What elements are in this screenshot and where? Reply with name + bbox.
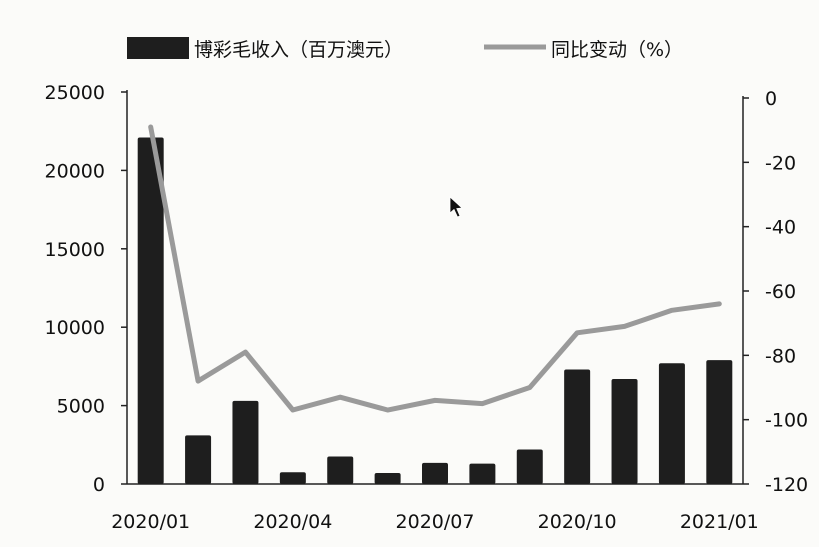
bar-series <box>137 137 733 485</box>
x-axis-ticks: 2020/01 2020/04 2020/07 2020/10 2021/01 <box>111 511 759 533</box>
bar <box>232 400 259 484</box>
legend-line-label: 同比变动（%） <box>551 39 683 61</box>
bar <box>516 449 543 484</box>
x-tick-label: 2020/01 <box>111 511 190 533</box>
x-tick-label: 2020/07 <box>396 511 475 533</box>
bar <box>137 137 164 485</box>
bar <box>374 473 401 484</box>
axes <box>126 90 744 485</box>
right-tick-label: -40 <box>765 217 796 239</box>
left-tick-label: 0 <box>93 474 105 496</box>
legend-bar-label: 博彩毛收入（百万澳元） <box>194 39 403 61</box>
bar <box>469 463 496 484</box>
right-tick-label: -120 <box>765 474 808 496</box>
bar <box>611 378 638 484</box>
x-tick-label: 2020/10 <box>538 511 617 533</box>
cursor-icon <box>449 196 463 218</box>
right-tick-label: -20 <box>765 152 796 174</box>
left-tick-label: 25000 <box>45 82 105 104</box>
bar <box>564 369 591 484</box>
x-tick-label: 2021/01 <box>680 511 759 533</box>
bar <box>185 435 212 484</box>
bar <box>658 363 685 484</box>
left-axis-ticks: 0 5000 10000 15000 20000 25000 <box>45 82 127 496</box>
bar <box>422 462 448 484</box>
x-tick-label: 2020/04 <box>253 511 332 533</box>
left-tick-label: 15000 <box>45 239 105 261</box>
yoy-line <box>148 124 722 413</box>
bar <box>279 472 306 484</box>
right-tick-label: 0 <box>765 88 777 110</box>
legend-bar-swatch <box>127 37 189 59</box>
right-tick-label: -60 <box>765 281 796 303</box>
right-axis-ticks: -120 -100 -80 -60 -40 -20 0 <box>743 88 808 496</box>
left-tick-label: 20000 <box>45 160 105 182</box>
line-series <box>148 124 722 413</box>
legend: 博彩毛收入（百万澳元） 同比变动（%） <box>127 37 683 61</box>
left-tick-label: 10000 <box>45 317 105 339</box>
bar <box>706 360 733 484</box>
right-tick-label: -100 <box>765 410 808 432</box>
left-tick-label: 5000 <box>57 396 105 418</box>
bar <box>327 456 354 484</box>
right-tick-label: -80 <box>765 345 796 367</box>
